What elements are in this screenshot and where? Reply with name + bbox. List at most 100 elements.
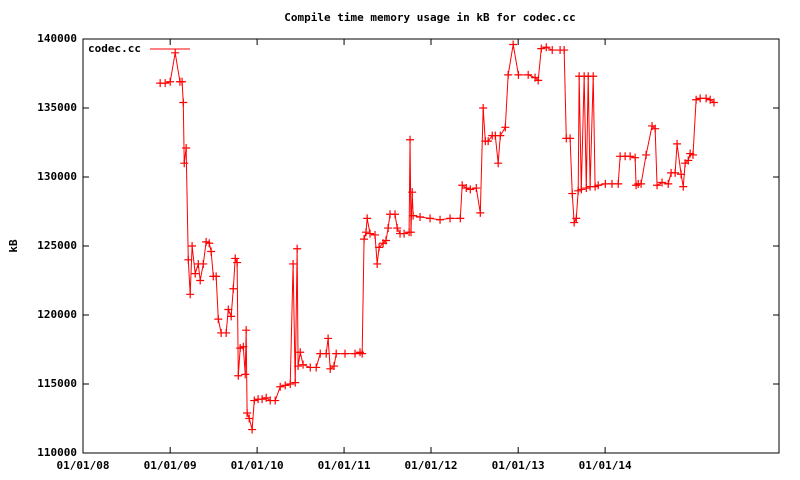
data-point: [179, 98, 188, 107]
data-point: [289, 259, 298, 268]
x-tick-label: 01/01/08: [57, 459, 110, 472]
data-point: [180, 159, 189, 168]
data-point: [296, 348, 305, 357]
data-point: [566, 134, 575, 143]
x-tick-label: 01/01/13: [492, 459, 545, 472]
data-point: [227, 312, 236, 321]
data-point: [416, 213, 425, 222]
data-point: [299, 360, 308, 369]
data-point: [360, 235, 369, 244]
data-point: [406, 135, 415, 144]
data-point: [626, 152, 635, 161]
data-point: [589, 72, 598, 81]
data-point: [476, 208, 485, 217]
data-point: [188, 242, 197, 250]
x-tick-label: 01/01/14: [579, 459, 632, 472]
data-point: [171, 48, 180, 57]
data-point: [375, 243, 384, 252]
data-point: [642, 150, 651, 159]
data-point: [509, 40, 518, 49]
data-point: [631, 153, 640, 162]
data-point: [276, 382, 285, 391]
data-point: [582, 184, 591, 193]
data-point: [466, 185, 475, 194]
data-point: [222, 328, 231, 337]
data-point: [233, 258, 242, 267]
data-point: [191, 269, 200, 278]
data-point: [322, 349, 331, 358]
data-point: [637, 179, 646, 188]
data-point: [570, 218, 579, 227]
legend-label: codec.cc: [88, 42, 141, 55]
data-point: [651, 124, 660, 133]
data-point: [239, 342, 248, 351]
data-point: [229, 284, 238, 293]
data-point: [577, 185, 586, 194]
data-point: [658, 178, 667, 187]
data-point: [182, 144, 191, 153]
data-point: [671, 168, 680, 177]
data-point: [709, 98, 718, 107]
data-point: [534, 76, 543, 85]
data-point: [560, 46, 569, 55]
data-point: [572, 214, 581, 223]
data-point: [406, 228, 415, 237]
x-tick-label: 01/01/10: [231, 459, 284, 472]
data-line: [160, 44, 715, 430]
data-point: [664, 179, 673, 188]
data-point: [363, 214, 372, 223]
data-point: [294, 362, 303, 371]
data-point: [391, 210, 400, 219]
data-point: [330, 362, 339, 371]
y-tick-label: 140000: [37, 32, 77, 45]
plot-frame: [82, 38, 780, 454]
data-point: [677, 170, 686, 179]
data-point: [632, 181, 641, 190]
data-point: [324, 334, 333, 343]
data-point: [332, 349, 341, 358]
data-point: [178, 77, 187, 86]
data-point: [537, 44, 546, 53]
data-point: [456, 214, 465, 223]
data-point: [568, 189, 577, 198]
data-point: [504, 70, 513, 79]
data-point: [281, 381, 290, 390]
data-point: [184, 255, 193, 264]
y-tick-label: 130000: [37, 170, 77, 183]
data-point: [472, 184, 481, 193]
data-point: [501, 123, 510, 132]
data-point: [361, 228, 370, 237]
data-point: [542, 43, 551, 52]
data-point: [458, 181, 467, 190]
data-point: [384, 224, 393, 233]
data-point: [381, 236, 390, 245]
data-point: [484, 137, 493, 146]
data-point: [243, 408, 252, 417]
data-point: [186, 290, 195, 299]
data-point: [207, 247, 216, 256]
data-point: [199, 259, 208, 268]
data-point: [371, 230, 380, 239]
data-point: [393, 224, 402, 233]
data-point: [234, 371, 243, 380]
data-point: [689, 150, 698, 159]
data-point: [358, 349, 367, 358]
data-point: [291, 378, 300, 387]
data-point: [494, 159, 503, 168]
data-point: [258, 395, 267, 404]
data-point: [231, 254, 240, 263]
data-point: [356, 348, 365, 357]
data-point: [496, 131, 505, 140]
data-point: [524, 70, 533, 79]
data-point: [409, 211, 418, 220]
data-point: [400, 229, 409, 238]
y-axis-label: kB: [7, 239, 20, 253]
y-tick-label: 115000: [37, 377, 77, 390]
data-point: [196, 276, 205, 285]
data-point: [601, 179, 610, 188]
data-point: [373, 259, 382, 268]
data-point: [366, 229, 375, 238]
data-point: [594, 181, 603, 190]
data-point: [679, 182, 688, 191]
